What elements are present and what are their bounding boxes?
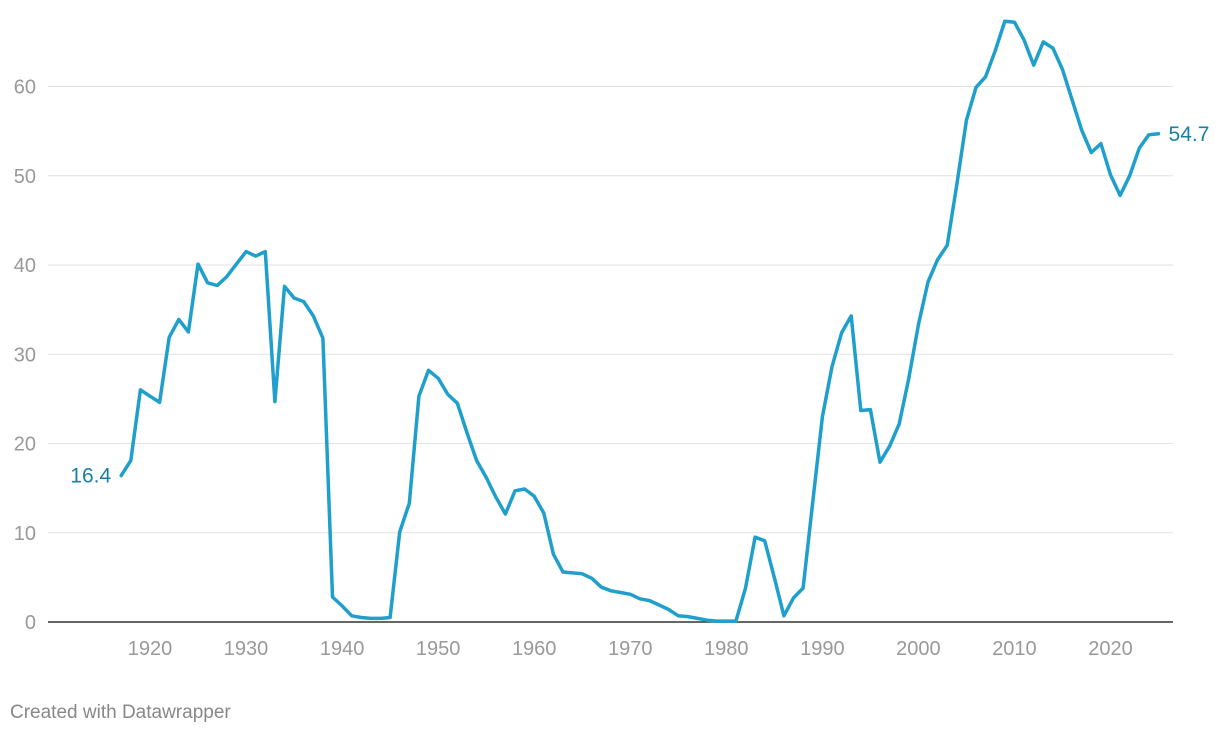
y-tick-label: 30 [14, 344, 36, 366]
x-axis-ticks: 1920 1930 1940 1950 1960 1970 1980 1990 2000 2010… [128, 638, 1133, 660]
x-tick-label: 2000 [896, 638, 941, 660]
y-tick-label: 0 [25, 612, 36, 634]
y-tick-label: 40 [14, 255, 36, 277]
y-tick-label: 10 [14, 523, 36, 545]
start-value-label: 16.4 [70, 465, 111, 488]
x-tick-label: 1940 [320, 638, 365, 660]
x-tick-label: 1970 [608, 638, 653, 660]
y-tick-label: 20 [14, 434, 36, 456]
gridlines [48, 86, 1173, 534]
series-line [119, 19, 1161, 623]
x-tick-label: 1920 [128, 638, 173, 660]
end-value-label: 54.7 [1169, 123, 1210, 146]
y-axis-ticks: 0 10 20 30 40 50 60 [14, 77, 36, 635]
x-tick-label: 2010 [992, 638, 1037, 660]
x-tick-label: 1950 [416, 638, 461, 660]
y-tick-label: 60 [14, 77, 36, 99]
y-tick-label: 50 [14, 166, 36, 188]
x-tick-label: 1960 [512, 638, 557, 660]
x-tick-label: 1930 [224, 638, 269, 660]
x-tick-label: 1990 [800, 638, 845, 660]
credit-text: Created with Datawrapper [10, 702, 231, 723]
x-tick-label: 1980 [704, 638, 749, 660]
x-tick-label: 2020 [1088, 638, 1133, 660]
